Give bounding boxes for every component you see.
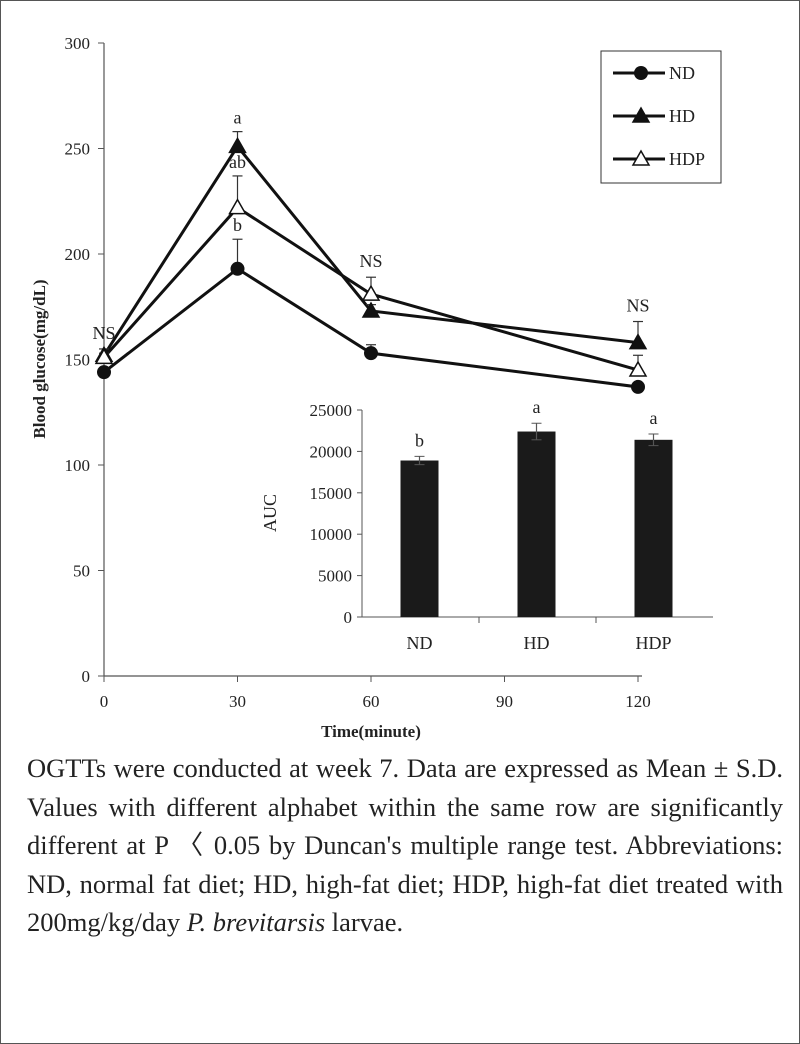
line-hdp <box>102 205 639 372</box>
caption-end: larvae. <box>325 907 404 937</box>
marker-hd <box>361 301 381 318</box>
significance-label: NS <box>359 251 382 271</box>
y-tick-label: 200 <box>65 245 91 264</box>
inset-y-tick-label: 10000 <box>310 525 353 544</box>
line-nd <box>103 266 639 389</box>
y-tick-label: 0 <box>82 667 91 686</box>
marker-hd <box>228 136 247 154</box>
legend-label: HDP <box>669 149 705 169</box>
significance-label: b <box>233 215 242 235</box>
inset-y-tick-label: 5000 <box>318 567 352 586</box>
y-tick-label: 250 <box>65 140 91 159</box>
y-tick-label: 150 <box>65 351 91 370</box>
bar-hdp <box>634 439 673 617</box>
y-tick-label: 300 <box>65 34 91 53</box>
figure-caption: OGTTs were conducted at week 7. Data are… <box>27 749 783 942</box>
bar-nd <box>400 460 439 617</box>
bar-significance-label: a <box>533 397 541 417</box>
inset-x-tick-label: ND <box>407 633 433 653</box>
inset-y-tick-label: 15000 <box>310 484 353 503</box>
legend-marker <box>634 66 648 80</box>
x-tick-label: 0 <box>100 692 109 711</box>
marker-nd <box>364 346 378 361</box>
legend-label: HD <box>669 106 695 126</box>
marker-hd <box>628 333 648 350</box>
caption-species: P. brevitarsis <box>186 907 326 937</box>
marker-nd <box>230 261 245 276</box>
x-tick-label: 60 <box>363 692 380 711</box>
x-tick-label: 30 <box>229 692 246 711</box>
inset-y-tick-label: 25000 <box>310 401 353 420</box>
y-axis-label: Blood glucose(mg/dL) <box>30 279 49 438</box>
x-tick-label: 120 <box>625 692 651 711</box>
marker-hdp <box>228 198 247 215</box>
inset-y-axis-label: AUC <box>260 494 280 532</box>
inset-y-tick-label: 0 <box>344 608 353 627</box>
caption-text: OGTTs were conducted at week 7. Data are… <box>27 753 783 937</box>
significance-label: NS <box>626 296 649 316</box>
significance-label: NS <box>92 323 115 343</box>
inset-x-tick-label: HD <box>524 633 550 653</box>
legend-marker <box>631 149 651 166</box>
marker-hdp <box>361 284 381 301</box>
ogtt-chart: 0 50 100 150 200 250 300 0 30 60 90 120 Time(minute)… <box>30 34 722 741</box>
y-tick-label: 100 <box>65 456 91 475</box>
legend-marker <box>631 106 651 123</box>
bar-significance-label: b <box>415 430 424 450</box>
inset-y-tick-label: 20000 <box>310 442 353 461</box>
x-axis-label: Time(minute) <box>321 722 421 741</box>
line-hd <box>102 143 639 357</box>
significance-label: ab <box>229 152 246 172</box>
marker-nd <box>631 379 645 394</box>
legend-label: ND <box>669 63 695 83</box>
marker-hdp <box>628 360 648 377</box>
marker-hdp <box>94 347 114 365</box>
inset-x-tick-label: HDP <box>635 633 671 653</box>
bar-significance-label: a <box>650 408 658 428</box>
y-tick-label: 50 <box>73 562 90 581</box>
significance-label: a <box>234 108 242 128</box>
marker-nd <box>97 365 111 380</box>
x-tick-label: 90 <box>496 692 513 711</box>
bar-hd <box>517 431 556 617</box>
